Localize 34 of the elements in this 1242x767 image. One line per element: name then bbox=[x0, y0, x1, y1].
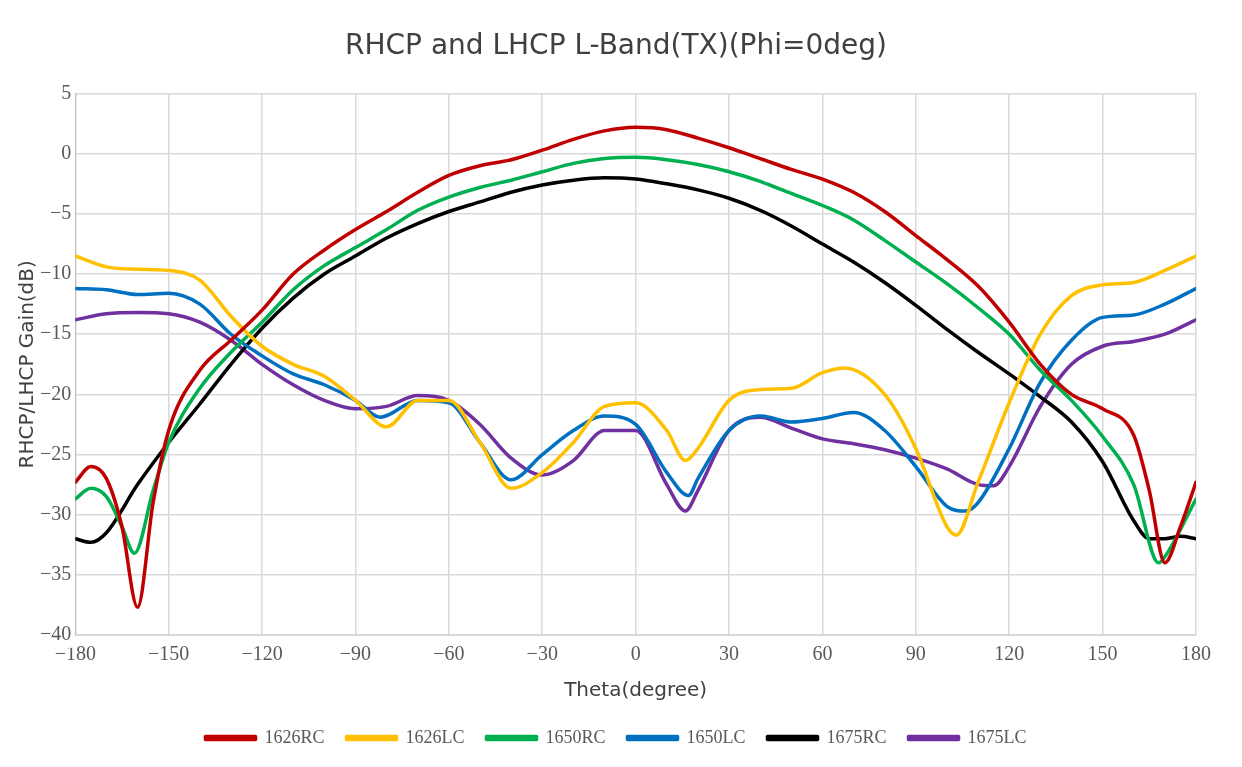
legend-label: 1650LC bbox=[686, 726, 746, 747]
x-tick-label: 90 bbox=[905, 642, 926, 665]
chart-title: RHCP and LHCP L-Band(TX)(Phi=0deg) bbox=[345, 28, 887, 62]
x-tick-label: 180 bbox=[1181, 642, 1211, 665]
legend-label: 1650RC bbox=[545, 726, 606, 747]
y-axis-title: RHCP/LHCP Gain(dB) bbox=[14, 260, 39, 469]
y-tick-label: −35 bbox=[40, 562, 72, 585]
y-tick-label: −15 bbox=[40, 321, 72, 344]
y-tick-label: 5 bbox=[61, 80, 72, 103]
x-tick-label: 60 bbox=[812, 642, 833, 665]
y-tick-label: −20 bbox=[40, 381, 72, 404]
x-tick-label: 0 bbox=[630, 642, 641, 665]
y-tick-label: −30 bbox=[40, 501, 72, 524]
y-tick-label: −10 bbox=[40, 261, 72, 284]
x-tick-label: −60 bbox=[433, 642, 465, 665]
legend-label: 1675RC bbox=[826, 726, 887, 747]
x-tick-label: −150 bbox=[148, 642, 190, 665]
legend-label: 1626RC bbox=[264, 726, 325, 747]
x-axis-title: Theta(degree) bbox=[563, 677, 708, 702]
y-tick-label: −40 bbox=[40, 622, 72, 645]
x-tick-label: 150 bbox=[1087, 642, 1118, 665]
legend-label: 1626LC bbox=[405, 726, 465, 747]
y-tick-label: 0 bbox=[61, 141, 72, 164]
line-series bbox=[75, 125, 1196, 610]
x-tick-label: 120 bbox=[994, 642, 1025, 665]
x-tick-label: −180 bbox=[54, 642, 96, 665]
y-tick-label: −25 bbox=[40, 441, 72, 464]
line-series bbox=[75, 254, 1196, 537]
x-tick-label: −90 bbox=[339, 642, 372, 665]
x-tick-label: −30 bbox=[526, 642, 558, 665]
legend-label: 1675LC bbox=[967, 726, 1027, 747]
y-tick-label: −5 bbox=[50, 201, 72, 224]
x-tick-label: −120 bbox=[241, 642, 283, 665]
x-tick-label: 30 bbox=[719, 642, 740, 665]
